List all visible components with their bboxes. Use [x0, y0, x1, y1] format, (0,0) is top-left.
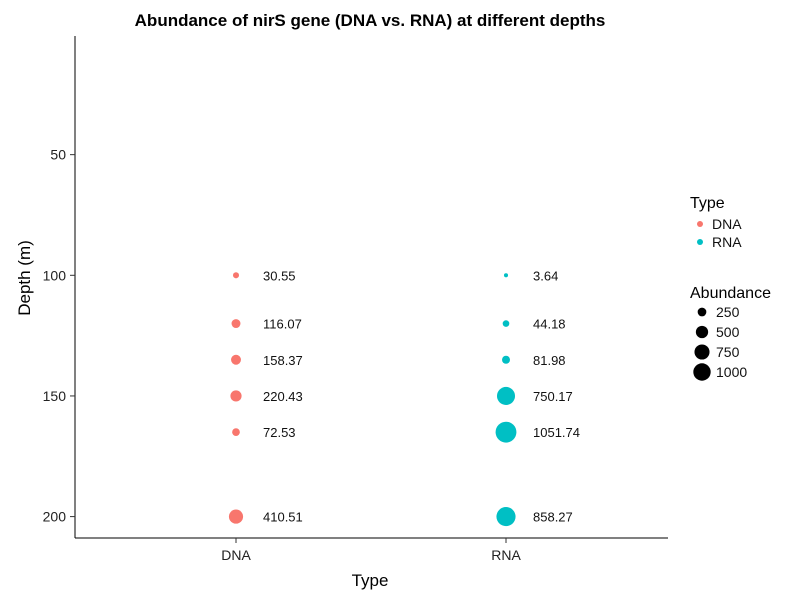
data-label: 750.17	[533, 389, 573, 404]
legend-size-label: 750	[716, 344, 740, 360]
data-point-dna	[232, 428, 240, 436]
x-tick-label: DNA	[221, 547, 251, 563]
y-axis-title: Depth (m)	[15, 240, 34, 316]
data-label: 1051.74	[533, 425, 580, 440]
data-point-rna	[496, 386, 516, 405]
data-label: 44.18	[533, 317, 566, 332]
legend-size-label: 500	[716, 324, 740, 340]
data-label: 116.07	[263, 317, 302, 332]
data-point-rna	[502, 355, 510, 364]
data-point-rna	[496, 507, 516, 527]
legend: Type Abundance DNA RNA 250 500 750 1000	[690, 195, 771, 381]
data-point-dna	[230, 390, 242, 402]
plot-area: 50 100 150 200 DNA RNA 30.55 116.07 158.37 220.43…	[43, 36, 668, 563]
legend-color-title: Type	[690, 195, 725, 212]
legend-color-label: DNA	[712, 216, 742, 232]
data-label: 3.64	[533, 268, 558, 283]
data-point-dna	[231, 354, 241, 365]
data-label: 72.53	[263, 425, 296, 440]
legend-size-title: Abundance	[690, 285, 771, 302]
y-tick-label: 50	[50, 147, 66, 163]
y-tick-label: 100	[43, 267, 67, 283]
legend-color-key	[697, 239, 703, 245]
x-tick-label: RNA	[491, 547, 521, 563]
data-point-rna	[503, 273, 509, 278]
data-point-rna	[502, 320, 510, 327]
legend-size-label: 1000	[716, 364, 747, 380]
data-point-dna	[232, 272, 240, 279]
x-axis-title: Type	[352, 571, 389, 590]
data-label: 158.37	[263, 353, 303, 368]
legend-size-key	[697, 307, 707, 317]
data-label: 30.55	[263, 268, 296, 283]
data-label: 410.51	[263, 510, 303, 525]
legend-size-key	[693, 363, 711, 381]
legend-size-label: 250	[716, 304, 740, 320]
data-point-dna	[231, 319, 241, 329]
y-tick-label: 200	[43, 509, 67, 525]
y-tick-label: 150	[43, 388, 67, 404]
legend-color-key	[697, 221, 703, 227]
legend-color-label: RNA	[712, 234, 742, 250]
legend-size-key	[694, 344, 710, 360]
data-label: 858.27	[533, 510, 573, 525]
chart-title: Abundance of nirS gene (DNA vs. RNA) at …	[135, 11, 606, 30]
legend-size-key	[695, 325, 709, 339]
data-point-rna	[495, 421, 517, 443]
data-label: 220.43	[263, 389, 303, 404]
data-label: 81.98	[533, 353, 566, 368]
data-point-dna	[228, 509, 244, 524]
